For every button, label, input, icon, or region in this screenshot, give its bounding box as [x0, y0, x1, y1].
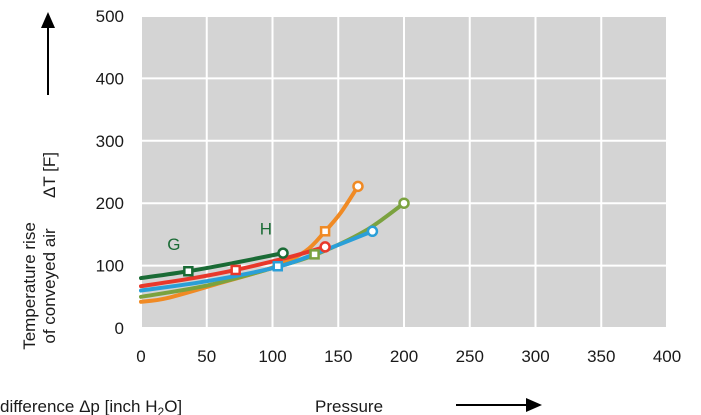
x-axis-label-left: difference Δp [inch H2O] [0, 397, 182, 415]
x-tick-labels: 0 50 100 150 200 250 300 350 400 [136, 347, 681, 366]
x-tick-label: 0 [136, 347, 145, 366]
y-tick-label: 500 [96, 7, 124, 26]
series-1-marker-square [183, 265, 194, 277]
annotations: GH [167, 219, 272, 254]
y-tick-label: 400 [96, 69, 124, 88]
y-tick-labels: 0 100 200 300 400 500 [96, 7, 124, 338]
grid-lines [140, 15, 668, 329]
x-tick-label: 300 [521, 347, 549, 366]
up-arrow-icon [41, 12, 55, 95]
series-5-marker-circle [366, 225, 379, 238]
series-2-marker-circle [352, 180, 364, 193]
x-tick-label: 100 [258, 347, 286, 366]
y-axis-label-line1: Temperature rise [20, 222, 39, 350]
series-3-marker-circle [398, 197, 410, 209]
y-axis-label-symbol: ΔT [F] [40, 152, 59, 198]
series-3-marker-square [309, 249, 320, 260]
x-tick-label: 150 [324, 347, 352, 366]
x-axis-label-pressure: Pressure [315, 397, 383, 415]
x-tick-label: 350 [587, 347, 615, 366]
y-tick-label: 300 [96, 132, 124, 151]
x-tick-label: 400 [653, 347, 681, 366]
right-arrow-icon [456, 398, 542, 412]
x-tick-label: 250 [456, 347, 484, 366]
series-line-2 [139, 184, 360, 304]
series-1-marker-circle [277, 247, 289, 259]
y-tick-label: 200 [96, 194, 124, 213]
series-line-1 [139, 251, 286, 281]
series-2-marker-square [319, 226, 331, 237]
x-tick-label: 200 [390, 347, 418, 366]
annotation-label: H [260, 219, 272, 238]
y-tick-label: 100 [96, 257, 124, 276]
y-tick-label: 0 [115, 319, 124, 338]
series-4-marker-circle [319, 241, 331, 253]
x-tick-label: 50 [197, 347, 216, 366]
series-5-marker-square [272, 260, 284, 272]
series-layer [139, 180, 410, 304]
series-4-marker-square [230, 264, 241, 276]
y-axis-label-line2: of conveyed air [40, 228, 59, 344]
annotation-label: G [167, 235, 180, 254]
